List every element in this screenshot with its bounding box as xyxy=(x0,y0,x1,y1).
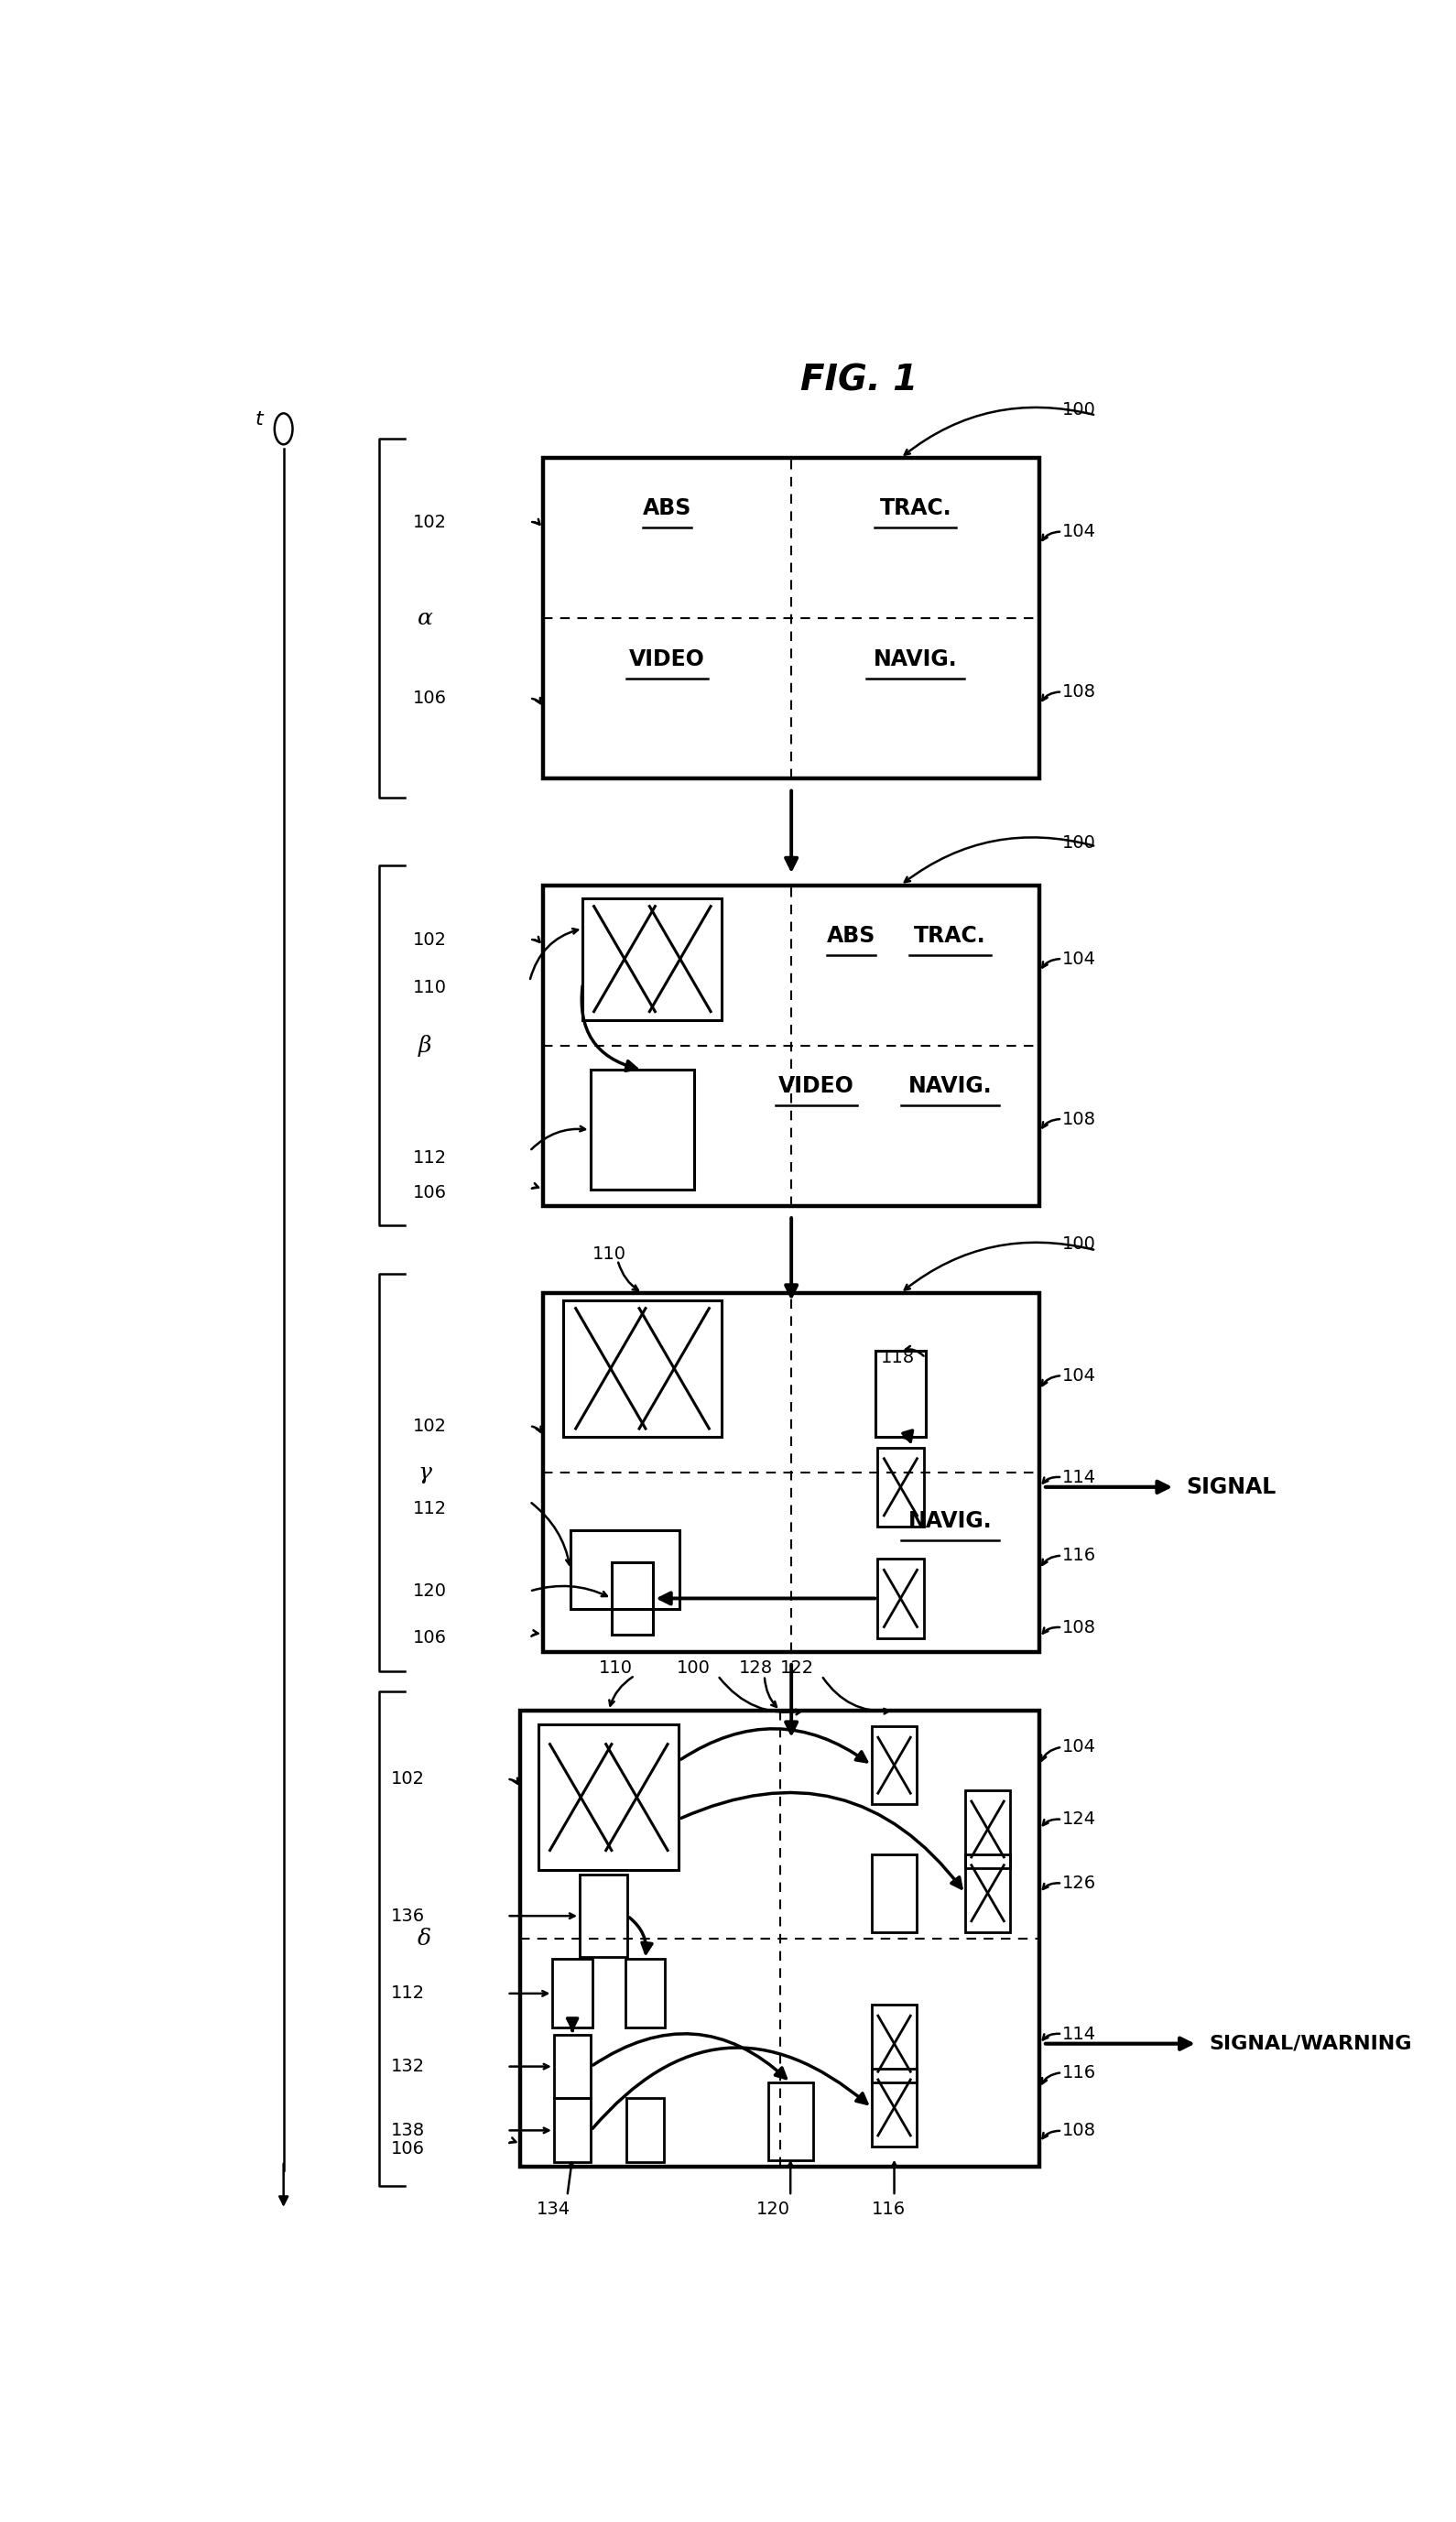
Text: 108: 108 xyxy=(1063,683,1096,701)
Text: NAVIG.: NAVIG. xyxy=(909,1511,992,1533)
Bar xyxy=(552,1960,593,2028)
Text: 100: 100 xyxy=(1063,401,1096,419)
Text: 110: 110 xyxy=(414,979,447,996)
Bar xyxy=(965,1854,1010,1932)
Text: 126: 126 xyxy=(1063,1874,1096,1892)
Bar xyxy=(878,1559,923,1637)
FancyArrowPatch shape xyxy=(593,2033,786,2078)
Text: 112: 112 xyxy=(414,1150,447,1165)
Bar xyxy=(539,1725,678,1871)
FancyArrowPatch shape xyxy=(629,1917,652,1952)
Text: 138: 138 xyxy=(390,2121,425,2139)
Text: 104: 104 xyxy=(1063,1738,1096,1755)
Text: 110: 110 xyxy=(598,1659,632,1677)
FancyArrowPatch shape xyxy=(903,1430,913,1443)
Text: 106: 106 xyxy=(414,1629,447,1647)
Bar xyxy=(579,1874,628,1957)
Bar xyxy=(543,459,1040,779)
Text: 100: 100 xyxy=(1063,835,1096,852)
Bar xyxy=(612,1564,654,1634)
Text: 108: 108 xyxy=(1063,1110,1096,1127)
Text: 102: 102 xyxy=(414,931,447,948)
FancyArrowPatch shape xyxy=(568,2018,578,2030)
Bar xyxy=(571,1531,680,1609)
Text: SIGNAL: SIGNAL xyxy=(1187,1475,1277,1498)
Text: ABS: ABS xyxy=(642,497,692,520)
Bar xyxy=(625,1960,665,2028)
Text: 104: 104 xyxy=(1063,1367,1096,1385)
Bar xyxy=(543,1294,1040,1652)
Bar xyxy=(590,1069,695,1190)
Bar xyxy=(878,1448,923,1526)
FancyArrowPatch shape xyxy=(681,1728,866,1763)
Text: NAVIG.: NAVIG. xyxy=(909,1074,992,1097)
FancyArrowPatch shape xyxy=(593,2048,866,2129)
Text: 134: 134 xyxy=(536,2202,571,2219)
Bar xyxy=(872,1854,917,1932)
Text: γ: γ xyxy=(418,1463,431,1483)
Bar xyxy=(543,885,1040,1206)
Text: NAVIG.: NAVIG. xyxy=(874,648,958,671)
Text: 100: 100 xyxy=(676,1659,711,1677)
Text: 104: 104 xyxy=(1063,522,1096,540)
FancyArrowPatch shape xyxy=(681,1793,961,1889)
Text: 102: 102 xyxy=(414,514,447,530)
Text: ABS: ABS xyxy=(827,926,875,946)
Text: 122: 122 xyxy=(780,1659,814,1677)
Text: 108: 108 xyxy=(1063,1619,1096,1637)
Text: 116: 116 xyxy=(872,2202,906,2219)
Bar xyxy=(872,1728,917,1803)
Text: 106: 106 xyxy=(390,2141,425,2156)
Text: 132: 132 xyxy=(390,2058,425,2076)
Text: δ: δ xyxy=(418,1929,431,1950)
Text: t: t xyxy=(255,411,264,429)
Bar xyxy=(872,2005,917,2083)
Text: 120: 120 xyxy=(757,2202,791,2219)
Text: 116: 116 xyxy=(1063,1546,1096,1564)
Text: 106: 106 xyxy=(414,1185,447,1200)
Text: 114: 114 xyxy=(1063,2025,1096,2043)
Text: 106: 106 xyxy=(414,689,447,706)
Text: 100: 100 xyxy=(1063,1236,1096,1253)
Text: TRAC.: TRAC. xyxy=(914,926,986,946)
Text: 128: 128 xyxy=(738,1659,773,1677)
Text: 120: 120 xyxy=(414,1581,447,1599)
Text: VIDEO: VIDEO xyxy=(629,648,705,671)
Text: β: β xyxy=(418,1034,431,1057)
Text: FIG. 1: FIG. 1 xyxy=(801,363,917,398)
Text: SIGNAL/WARNING: SIGNAL/WARNING xyxy=(1208,2035,1412,2053)
Text: α: α xyxy=(418,608,434,628)
Text: 114: 114 xyxy=(1063,1468,1096,1485)
Text: 112: 112 xyxy=(390,1985,425,2002)
Text: 108: 108 xyxy=(1063,2121,1096,2139)
Text: 124: 124 xyxy=(1063,1811,1096,1828)
Text: TRAC.: TRAC. xyxy=(879,497,951,520)
Bar xyxy=(767,2083,812,2159)
Bar xyxy=(563,1301,722,1438)
Text: 104: 104 xyxy=(1063,951,1096,968)
Text: 110: 110 xyxy=(593,1246,626,1264)
Bar xyxy=(553,2098,591,2161)
Bar xyxy=(965,1791,1010,1869)
Text: 116: 116 xyxy=(1063,2063,1096,2081)
Text: 102: 102 xyxy=(390,1770,425,1788)
Text: 118: 118 xyxy=(881,1349,914,1367)
Bar xyxy=(626,2098,664,2161)
Bar xyxy=(582,898,722,1019)
Text: 136: 136 xyxy=(390,1907,425,1924)
Text: 112: 112 xyxy=(414,1501,447,1518)
Text: 102: 102 xyxy=(414,1417,447,1435)
Bar xyxy=(553,2035,591,2098)
Bar xyxy=(520,1710,1040,2166)
Bar xyxy=(875,1349,926,1438)
Text: VIDEO: VIDEO xyxy=(778,1074,855,1097)
Bar xyxy=(872,2068,917,2146)
FancyArrowPatch shape xyxy=(582,986,636,1072)
